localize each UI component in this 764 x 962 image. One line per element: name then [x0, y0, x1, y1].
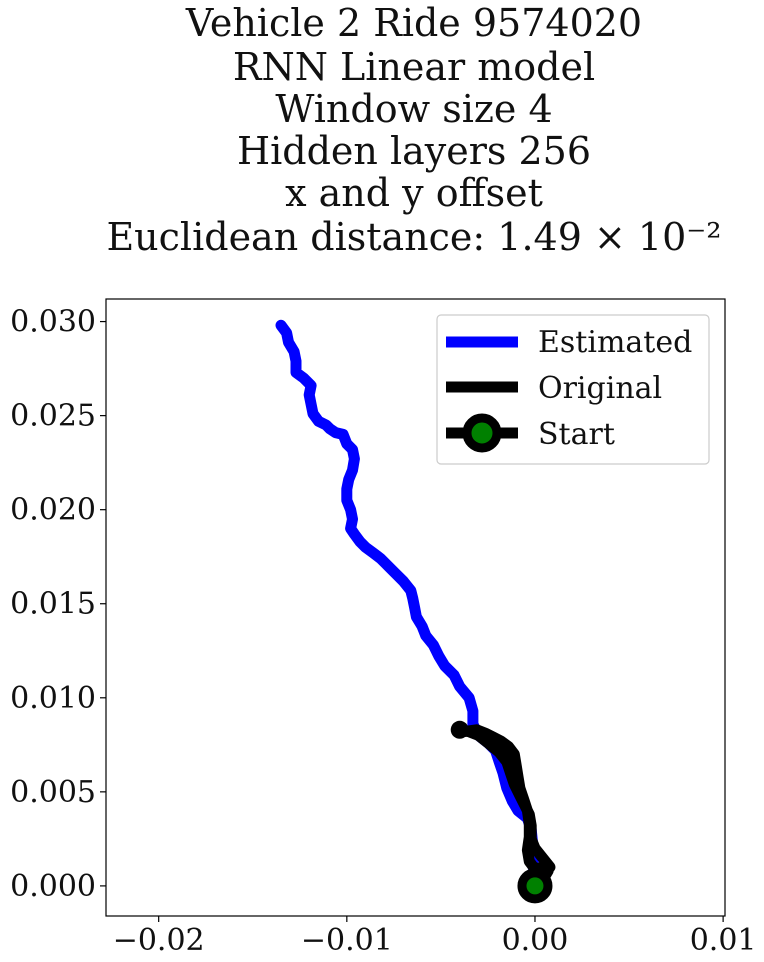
- title-line-6: Euclidean distance: 1.49 × 10⁻²: [106, 215, 721, 259]
- x-tick-label: 0.01: [690, 923, 757, 958]
- legend: Estimated Original Start: [436, 314, 710, 465]
- legend-swatch-start-marker: [462, 413, 502, 453]
- series-layer: [275, 319, 556, 904]
- original-turnaround-point: [450, 720, 469, 739]
- y-tick-label: 0.020: [10, 493, 96, 528]
- y-tick-label: 0.010: [10, 681, 96, 716]
- chart-title: Vehicle 2 Ride 9574020 RNN Linear model …: [106, 1, 721, 259]
- series-line-original: [454, 724, 556, 892]
- legend-label-start: Start: [538, 417, 615, 452]
- title-line-1: Vehicle 2 Ride 9574020: [185, 1, 642, 45]
- title-line-5: x and y offset: [285, 171, 543, 215]
- x-tick-label: −0.01: [301, 923, 393, 958]
- x-tick-label: −0.02: [113, 923, 205, 958]
- title-line-3: Window size 4: [275, 87, 552, 131]
- title-line-4: Hidden layers 256: [237, 129, 591, 173]
- y-tick-label: 0.015: [10, 587, 96, 622]
- y-tick-label: 0.030: [10, 305, 96, 340]
- y-tick-label: 0.005: [10, 775, 96, 810]
- legend-box: [436, 314, 710, 465]
- start-marker: [517, 868, 553, 904]
- x-axis: −0.02 −0.01 0.00 0.01: [113, 916, 757, 958]
- y-tick-label: 0.025: [10, 399, 96, 434]
- x-tick-label: 0.00: [502, 923, 569, 958]
- legend-label-estimated: Estimated: [538, 325, 692, 360]
- y-axis: 0.000 0.005 0.010 0.015 0.020 0.025 0.030: [10, 305, 106, 904]
- legend-label-original: Original: [538, 371, 662, 406]
- y-tick-label: 0.000: [10, 869, 96, 904]
- title-line-2: RNN Linear model: [233, 45, 595, 89]
